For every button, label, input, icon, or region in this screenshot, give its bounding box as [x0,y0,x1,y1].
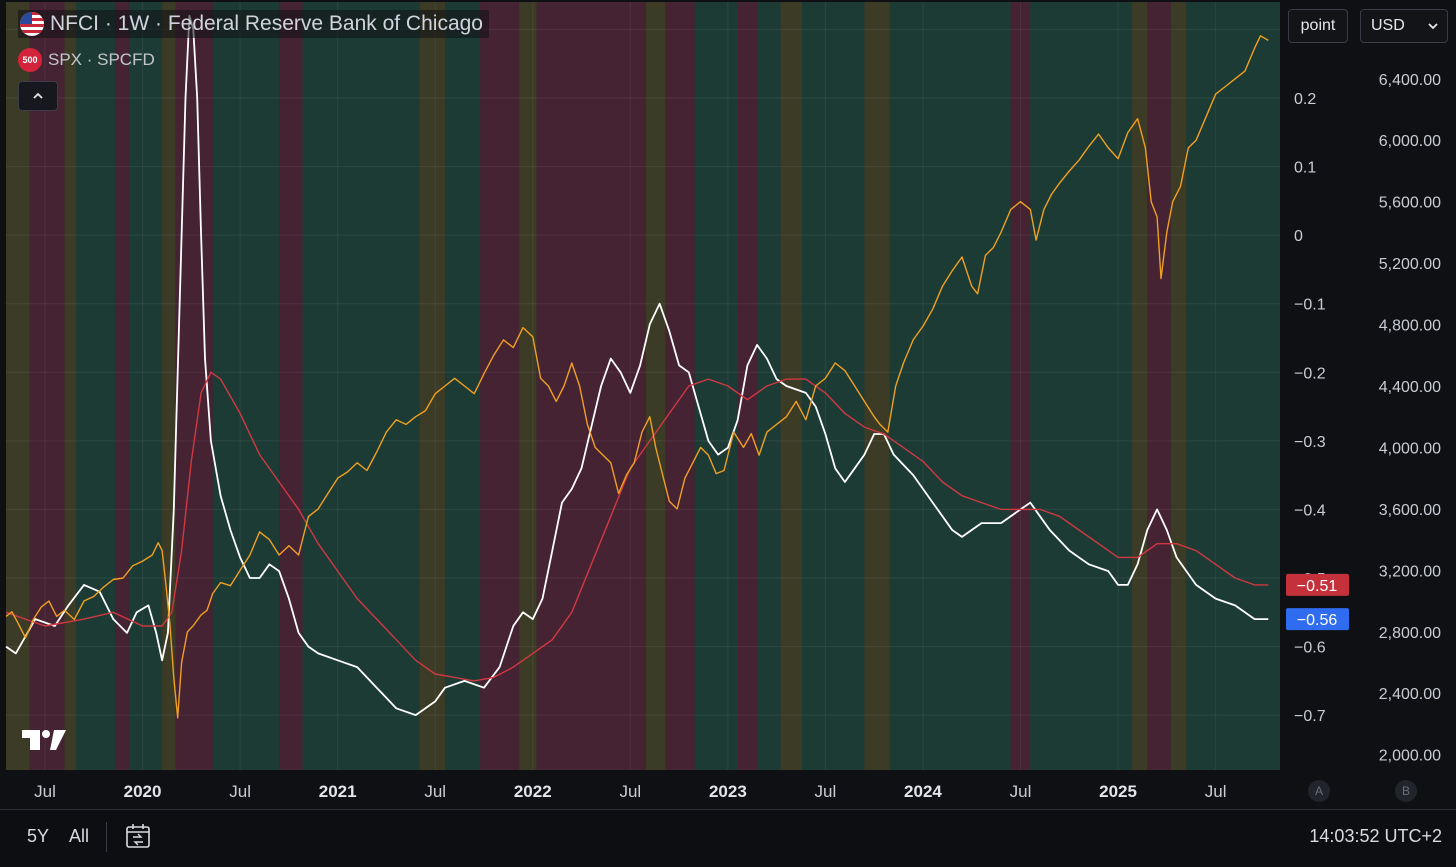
regime-band [29,2,65,770]
regime-band [1010,2,1031,770]
scale-mode-button[interactable]: point [1288,9,1348,43]
nfci-last-value-label-bg [1286,608,1349,631]
spx-badge-icon: 500 [18,48,42,72]
spx-axis-tick-label: 4,000.00 [1379,440,1441,457]
regime-band [1131,2,1148,770]
nfci-axis-tick-label: −0.3 [1294,434,1326,451]
regime-band [1170,2,1187,770]
auto-scale-label: A [1314,784,1323,798]
regime-band [419,2,445,770]
currency-select[interactable]: USD [1360,9,1448,43]
regime-band [76,2,116,770]
toolbar-divider [106,822,107,852]
nfci-axis-tick-label: −0.6 [1294,640,1326,657]
range-5y-button[interactable]: 5Y [27,826,50,846]
regime-band [1030,2,1132,770]
regime-band [236,2,280,770]
time-axis-tick-label: Jul [1205,782,1227,801]
spx-axis-tick-label: 4,800.00 [1379,318,1441,335]
regime-band [6,2,30,770]
regime-band [864,2,890,770]
regime-band [128,2,163,770]
nfci-axis-tick-label: −0.7 [1294,708,1326,725]
calendar-range-icon [126,824,150,848]
time-axis-tick-label: Jul [815,782,837,801]
time-axis-tick-label: 2021 [319,782,357,801]
spx-axis-tick-label: 6,000.00 [1379,133,1441,150]
axis-b-button[interactable]: B [1395,780,1417,802]
nfci-axis-tick-label: 0.1 [1294,160,1316,177]
time-axis-tick-label: Jul [1010,782,1032,801]
currency-label: USD [1371,17,1405,34]
time-axis-tick-label: Jul [424,782,446,801]
time-axis-tick-label: 2024 [904,782,942,801]
scale-mode-label: point [1300,17,1336,34]
spx-axis-tick-label: 2,800.00 [1379,625,1441,642]
regime-band [694,2,738,770]
spx-legend-title: SPX · SPCFD [48,50,155,69]
regime-band [645,2,666,770]
nfci-moving-average-line[interactable] [5,371,1269,682]
chevron-up-icon [33,92,43,99]
regime-band [64,2,77,770]
spx-axis-tick-label: 5,200.00 [1379,256,1441,273]
regime-band [302,2,420,770]
bottom-toolbar [0,809,1456,867]
spx-axis-tick-label: 4,400.00 [1379,379,1441,396]
nfci-ma-last-value-label-bg [1286,573,1349,596]
collapse-legend-button[interactable] [18,81,58,111]
nfci-legend[interactable]: NFCI · 1W · Federal Reserve Bank of Chic… [18,10,489,38]
range-all-button[interactable]: All [69,826,90,846]
spx-axis-tick-label: 2,000.00 [1379,748,1441,765]
regime-band [279,2,303,770]
nfci-axis-tick-label: 0 [1294,228,1303,245]
nfci-ma-last-value-label: −0.51 [1297,578,1338,595]
tradingview-logo [22,728,70,757]
chevron-down-icon [1428,23,1438,30]
regime-band [1186,2,1280,770]
time-axis-tick-label: Jul [229,782,251,801]
spx-axis-tick-label: 5,600.00 [1379,195,1441,212]
time-axis-tick-label: 2022 [514,782,552,801]
time-axis-tick-label: Jul [34,782,56,801]
us-flag-icon [20,12,44,36]
regime-band [536,2,646,770]
regime-band [519,2,537,770]
spx-axis-tick-label: 2,400.00 [1379,686,1441,703]
spx-line[interactable] [5,35,1269,719]
time-axis-tick-label: 2020 [124,782,162,801]
time-axis-tick-label: 2025 [1099,782,1137,801]
regime-band [480,2,520,770]
axis-b-label: B [1401,784,1410,798]
nfci-axis-tick-label: 0.2 [1294,91,1316,108]
nfci-axis-tick-label: −0.1 [1294,297,1326,314]
regime-band [1147,2,1171,770]
go-to-date-button[interactable] [124,822,154,857]
time-axis-tick-label: 2023 [709,782,747,801]
spx-axis-tick-label: 3,600.00 [1379,502,1441,519]
nfci-legend-title: NFCI · 1W · Federal Reserve Bank of Chic… [50,12,483,35]
auto-scale-button[interactable]: A [1308,780,1330,802]
regime-band [780,2,803,770]
regime-band [444,2,481,770]
nfci-axis-tick-label: −0.4 [1294,502,1326,519]
nfci-axis-tick-label: −0.2 [1294,365,1326,382]
spx-axis-tick-label: 6,400.00 [1379,72,1441,89]
regime-band [115,2,129,770]
spx-legend[interactable]: 500 SPX · SPCFD [18,48,155,72]
regime-band [737,2,758,770]
spx-axis-tick-label: 3,200.00 [1379,563,1441,580]
clock[interactable]: 14:03:52 UTC+2 [1309,826,1442,846]
regime-band [889,2,1011,770]
nfci-last-value-label: −0.56 [1297,612,1338,629]
time-axis-tick-label: Jul [619,782,641,801]
